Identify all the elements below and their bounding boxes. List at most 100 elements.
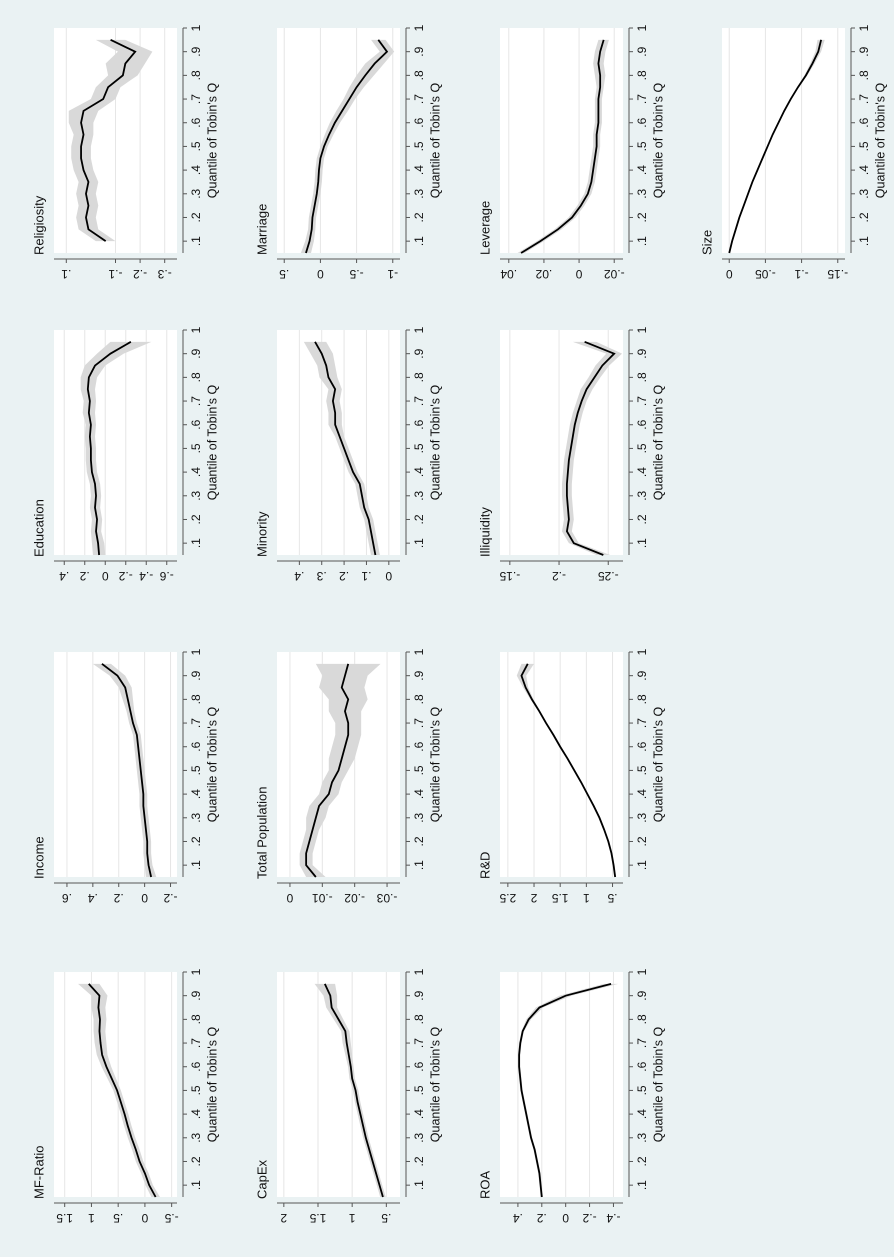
quantile-tick-label: 1 bbox=[635, 24, 649, 31]
value-tick-label: -.5 bbox=[349, 267, 363, 281]
plot-area bbox=[500, 28, 623, 253]
quantile-tick-label: .1 bbox=[635, 1180, 649, 1190]
panel-title: Total Population bbox=[254, 786, 269, 879]
value-tick-label: .1 bbox=[361, 569, 371, 583]
panel-title: Religiosity bbox=[31, 195, 46, 255]
quantile-tick-label: .5 bbox=[189, 1085, 203, 1095]
panel-title: ROA bbox=[477, 1171, 492, 1200]
value-tick-label: .6 bbox=[62, 891, 72, 905]
quantile-tick-label: .1 bbox=[857, 236, 871, 246]
panel-income: .6 .4 .2 0 -.2 .1 .2 .3 .4 .5 .6 .7 .8 .9 1 Quantile of… bbox=[31, 648, 219, 904]
value-tick-label: -.2 bbox=[582, 1211, 596, 1225]
confidence-band bbox=[728, 39, 825, 254]
quantile-tick-label: .5 bbox=[189, 141, 203, 151]
value-tick-label: .02 bbox=[535, 267, 552, 281]
panel-religiosity: .1 -.1 -.2 -.3 .1 .2 .3 .4 .5 .6 .7 .8 .9 1 Quantile o… bbox=[31, 24, 219, 280]
estimate-line bbox=[565, 341, 616, 556]
quantile-tick-label: .3 bbox=[635, 188, 649, 198]
estimate-line bbox=[728, 39, 822, 254]
quantile-tick-label: .1 bbox=[189, 1180, 203, 1190]
quantile-tick-label: .8 bbox=[412, 372, 426, 382]
value-tick-label: 0 bbox=[141, 891, 148, 905]
quantile-tick-label: .7 bbox=[189, 94, 203, 104]
value-tick-label: -.2 bbox=[552, 569, 566, 583]
quantile-tick-label: .4 bbox=[635, 165, 649, 175]
quantile-tick-label: .2 bbox=[412, 212, 426, 222]
value-tick-label: -.15 bbox=[499, 569, 520, 583]
panel-title: Marriage bbox=[254, 204, 269, 255]
estimate-line bbox=[80, 39, 137, 242]
value-tick-label: 1 bbox=[349, 1211, 356, 1225]
panel-leverage: .04 .02 0 -.02 .1 .2 .3 .4 .5 .6 .7 .8 .9 1 Quantile o… bbox=[477, 24, 665, 280]
quantile-tick-label: .6 bbox=[412, 117, 426, 127]
quantile-tick-label: .1 bbox=[189, 538, 203, 548]
quantile-tick-label: 1 bbox=[189, 968, 203, 975]
value-tick-label: 0 bbox=[141, 1211, 148, 1225]
quantile-axis-title: Quantile of Tobin's Q bbox=[428, 707, 442, 823]
confidence-band bbox=[92, 663, 157, 877]
confidence-band bbox=[299, 663, 381, 877]
value-tick-label: -.01 bbox=[312, 891, 333, 905]
value-tick-label: 1.5 bbox=[552, 891, 569, 905]
quantile-axis-title: Quantile of Tobin's Q bbox=[651, 83, 665, 199]
quantile-tick-label: .2 bbox=[189, 836, 203, 846]
quantile-tick-label: .4 bbox=[189, 165, 203, 175]
value-tick-label: 0 bbox=[385, 569, 392, 583]
quantile-tick-label: .2 bbox=[189, 514, 203, 524]
quantile-tick-label: .4 bbox=[635, 789, 649, 799]
confidence-band bbox=[303, 341, 380, 555]
value-tick-label: .4 bbox=[59, 569, 69, 583]
quantile-tick-label: .2 bbox=[412, 1156, 426, 1166]
quantile-axis-title: Quantile of Tobin's Q bbox=[205, 385, 219, 501]
quantile-tick-label: .2 bbox=[635, 1156, 649, 1166]
quantile-tick-label: .5 bbox=[412, 141, 426, 151]
panel-total-population: 0 -.01 -.02 -.03 .1 .2 .3 .4 .5 .6 .7 .8 .9 1 Quantile… bbox=[254, 648, 442, 904]
quantile-tick-label: 1 bbox=[189, 326, 203, 333]
quantile-tick-label: .5 bbox=[635, 141, 649, 151]
quantile-tick-label: .2 bbox=[412, 836, 426, 846]
quantile-tick-label: .7 bbox=[189, 718, 203, 728]
value-tick-label: -1 bbox=[387, 267, 398, 281]
estimate-line bbox=[88, 983, 157, 1198]
quantile-tick-label: .7 bbox=[635, 718, 649, 728]
quantile-tick-label: .7 bbox=[857, 94, 871, 104]
value-tick-label: .3 bbox=[316, 569, 326, 583]
plot-area bbox=[500, 972, 623, 1197]
value-tick-label: 0 bbox=[726, 267, 733, 281]
quantile-tick-label: .7 bbox=[412, 94, 426, 104]
quantile-axis-title: Quantile of Tobin's Q bbox=[205, 1027, 219, 1143]
value-tick-label: -.1 bbox=[794, 267, 808, 281]
quantile-tick-label: .6 bbox=[189, 117, 203, 127]
quantile-tick-label: .9 bbox=[189, 670, 203, 680]
quantile-tick-label: .4 bbox=[412, 789, 426, 799]
panel-title: R&D bbox=[477, 852, 492, 879]
value-tick-label: 0 bbox=[286, 891, 293, 905]
quantile-tick-label: .3 bbox=[635, 490, 649, 500]
quantile-tick-label: .9 bbox=[412, 670, 426, 680]
quantile-tick-label: .1 bbox=[412, 538, 426, 548]
quantile-tick-label: .9 bbox=[189, 46, 203, 56]
value-tick-label: -.2 bbox=[163, 891, 177, 905]
estimate-line bbox=[101, 663, 152, 878]
quantile-tick-label: 1 bbox=[412, 24, 426, 31]
quantile-tick-label: .4 bbox=[189, 1109, 203, 1119]
quantile-tick-label: .2 bbox=[189, 1156, 203, 1166]
quantile-tick-label: .9 bbox=[635, 348, 649, 358]
panel-size: 0 -.05 -.1 -.15 .1 .2 .3 .4 .5 .6 .7 .8 .9 1 Quantile … bbox=[699, 24, 887, 280]
quantile-tick-label: .9 bbox=[412, 46, 426, 56]
quantile-tick-label: .2 bbox=[635, 836, 649, 846]
value-tick-label: 0 bbox=[575, 267, 582, 281]
quantile-axis-title: Quantile of Tobin's Q bbox=[428, 1027, 442, 1143]
quantile-tick-label: .8 bbox=[635, 372, 649, 382]
quantile-tick-label: .8 bbox=[412, 70, 426, 80]
quantile-axis-title: Quantile of Tobin's Q bbox=[651, 385, 665, 501]
value-tick-label: -.25 bbox=[598, 569, 619, 583]
quantile-tick-label: .5 bbox=[412, 765, 426, 775]
estimate-line bbox=[520, 39, 605, 254]
confidence-band bbox=[516, 663, 617, 877]
quantile-tick-label: .1 bbox=[189, 236, 203, 246]
quantile-tick-label: .8 bbox=[189, 1014, 203, 1024]
quantile-tick-label: .1 bbox=[635, 236, 649, 246]
